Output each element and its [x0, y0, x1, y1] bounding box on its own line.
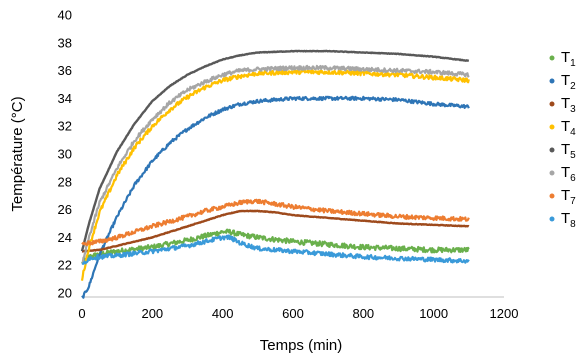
legend-label-main: T: [561, 72, 570, 89]
x-tick-label: 400: [212, 306, 234, 321]
x-tick-label: 0: [78, 306, 85, 321]
y-tick-label: 38: [58, 35, 72, 50]
series-line-t3: [81, 209, 470, 253]
series-line-t4: [80, 68, 470, 281]
y-tick-label: 22: [58, 258, 72, 273]
legend-label-t4: T4: [561, 118, 576, 138]
legend-label-t1: T1: [561, 49, 576, 69]
legend-label-sub: 2: [570, 81, 576, 92]
legend-label-sub: 3: [570, 104, 576, 115]
legend-label-main: T: [561, 49, 570, 66]
legend-marker-t4: [549, 124, 555, 130]
x-tick-label: 200: [141, 306, 163, 321]
y-tick-label: 24: [58, 230, 72, 245]
series-line-t7: [81, 198, 470, 247]
series-line-t6: [81, 64, 470, 265]
legend-label-sub: 5: [570, 150, 576, 161]
legend-marker-t7: [549, 193, 555, 199]
y-axis-label: Température (°C): [9, 96, 26, 211]
legend-label-t5: T5: [561, 141, 576, 161]
legend-label-t2: T2: [561, 72, 576, 92]
legend-label-sub: 1: [570, 58, 576, 69]
legend-label-main: T: [561, 164, 570, 181]
legend-label-t7: T7: [561, 187, 576, 207]
x-axis-ticks: 0 200 400 600 800 1000 1200: [78, 306, 518, 321]
y-tick-label: 30: [58, 147, 72, 162]
y-tick-label: 36: [58, 63, 72, 78]
y-tick-label: 34: [58, 91, 72, 106]
x-tick-label: 800: [352, 306, 374, 321]
y-axis-ticks: 20 22 24 26 28 30 32 34 36 38 40: [58, 8, 72, 301]
legend-label-main: T: [561, 141, 570, 158]
series-line-t5: [80, 49, 470, 252]
legend-label-main: T: [561, 187, 570, 204]
legend-label-sub: 8: [570, 219, 576, 230]
y-tick-label: 32: [58, 119, 72, 134]
legend-label-main: T: [561, 210, 570, 227]
plot-area: [80, 49, 504, 299]
series-line-t2: [81, 95, 470, 299]
legend-label-sub: 4: [570, 127, 576, 138]
legend-label-sub: 7: [570, 196, 576, 207]
series-line-t1: [81, 228, 470, 264]
legend-label-t8: T8: [561, 210, 576, 230]
legend-label-main: T: [561, 118, 570, 135]
series-group: [80, 49, 470, 299]
x-tick-label: 600: [282, 306, 304, 321]
legend-label-t3: T3: [561, 95, 576, 115]
y-tick-label: 28: [58, 174, 72, 189]
y-tick-label: 40: [58, 8, 72, 23]
legend-marker-t1: [549, 55, 555, 61]
legend-marker-t2: [549, 78, 555, 84]
x-tick-label: 1200: [490, 306, 519, 321]
x-axis-label: Temps (min): [260, 337, 343, 354]
legend-label-t6: T6: [561, 164, 576, 184]
legend-label-main: T: [561, 95, 570, 112]
y-tick-label: 20: [58, 286, 72, 301]
x-tick-label: 1000: [419, 306, 448, 321]
legend-marker-t5: [549, 147, 555, 153]
series-line-t8: [81, 234, 470, 265]
legend-marker-t3: [549, 101, 555, 107]
legend-label-sub: 6: [570, 173, 576, 184]
legend-marker-t6: [549, 170, 555, 176]
legend-marker-t8: [549, 216, 555, 222]
y-tick-label: 26: [58, 202, 72, 217]
